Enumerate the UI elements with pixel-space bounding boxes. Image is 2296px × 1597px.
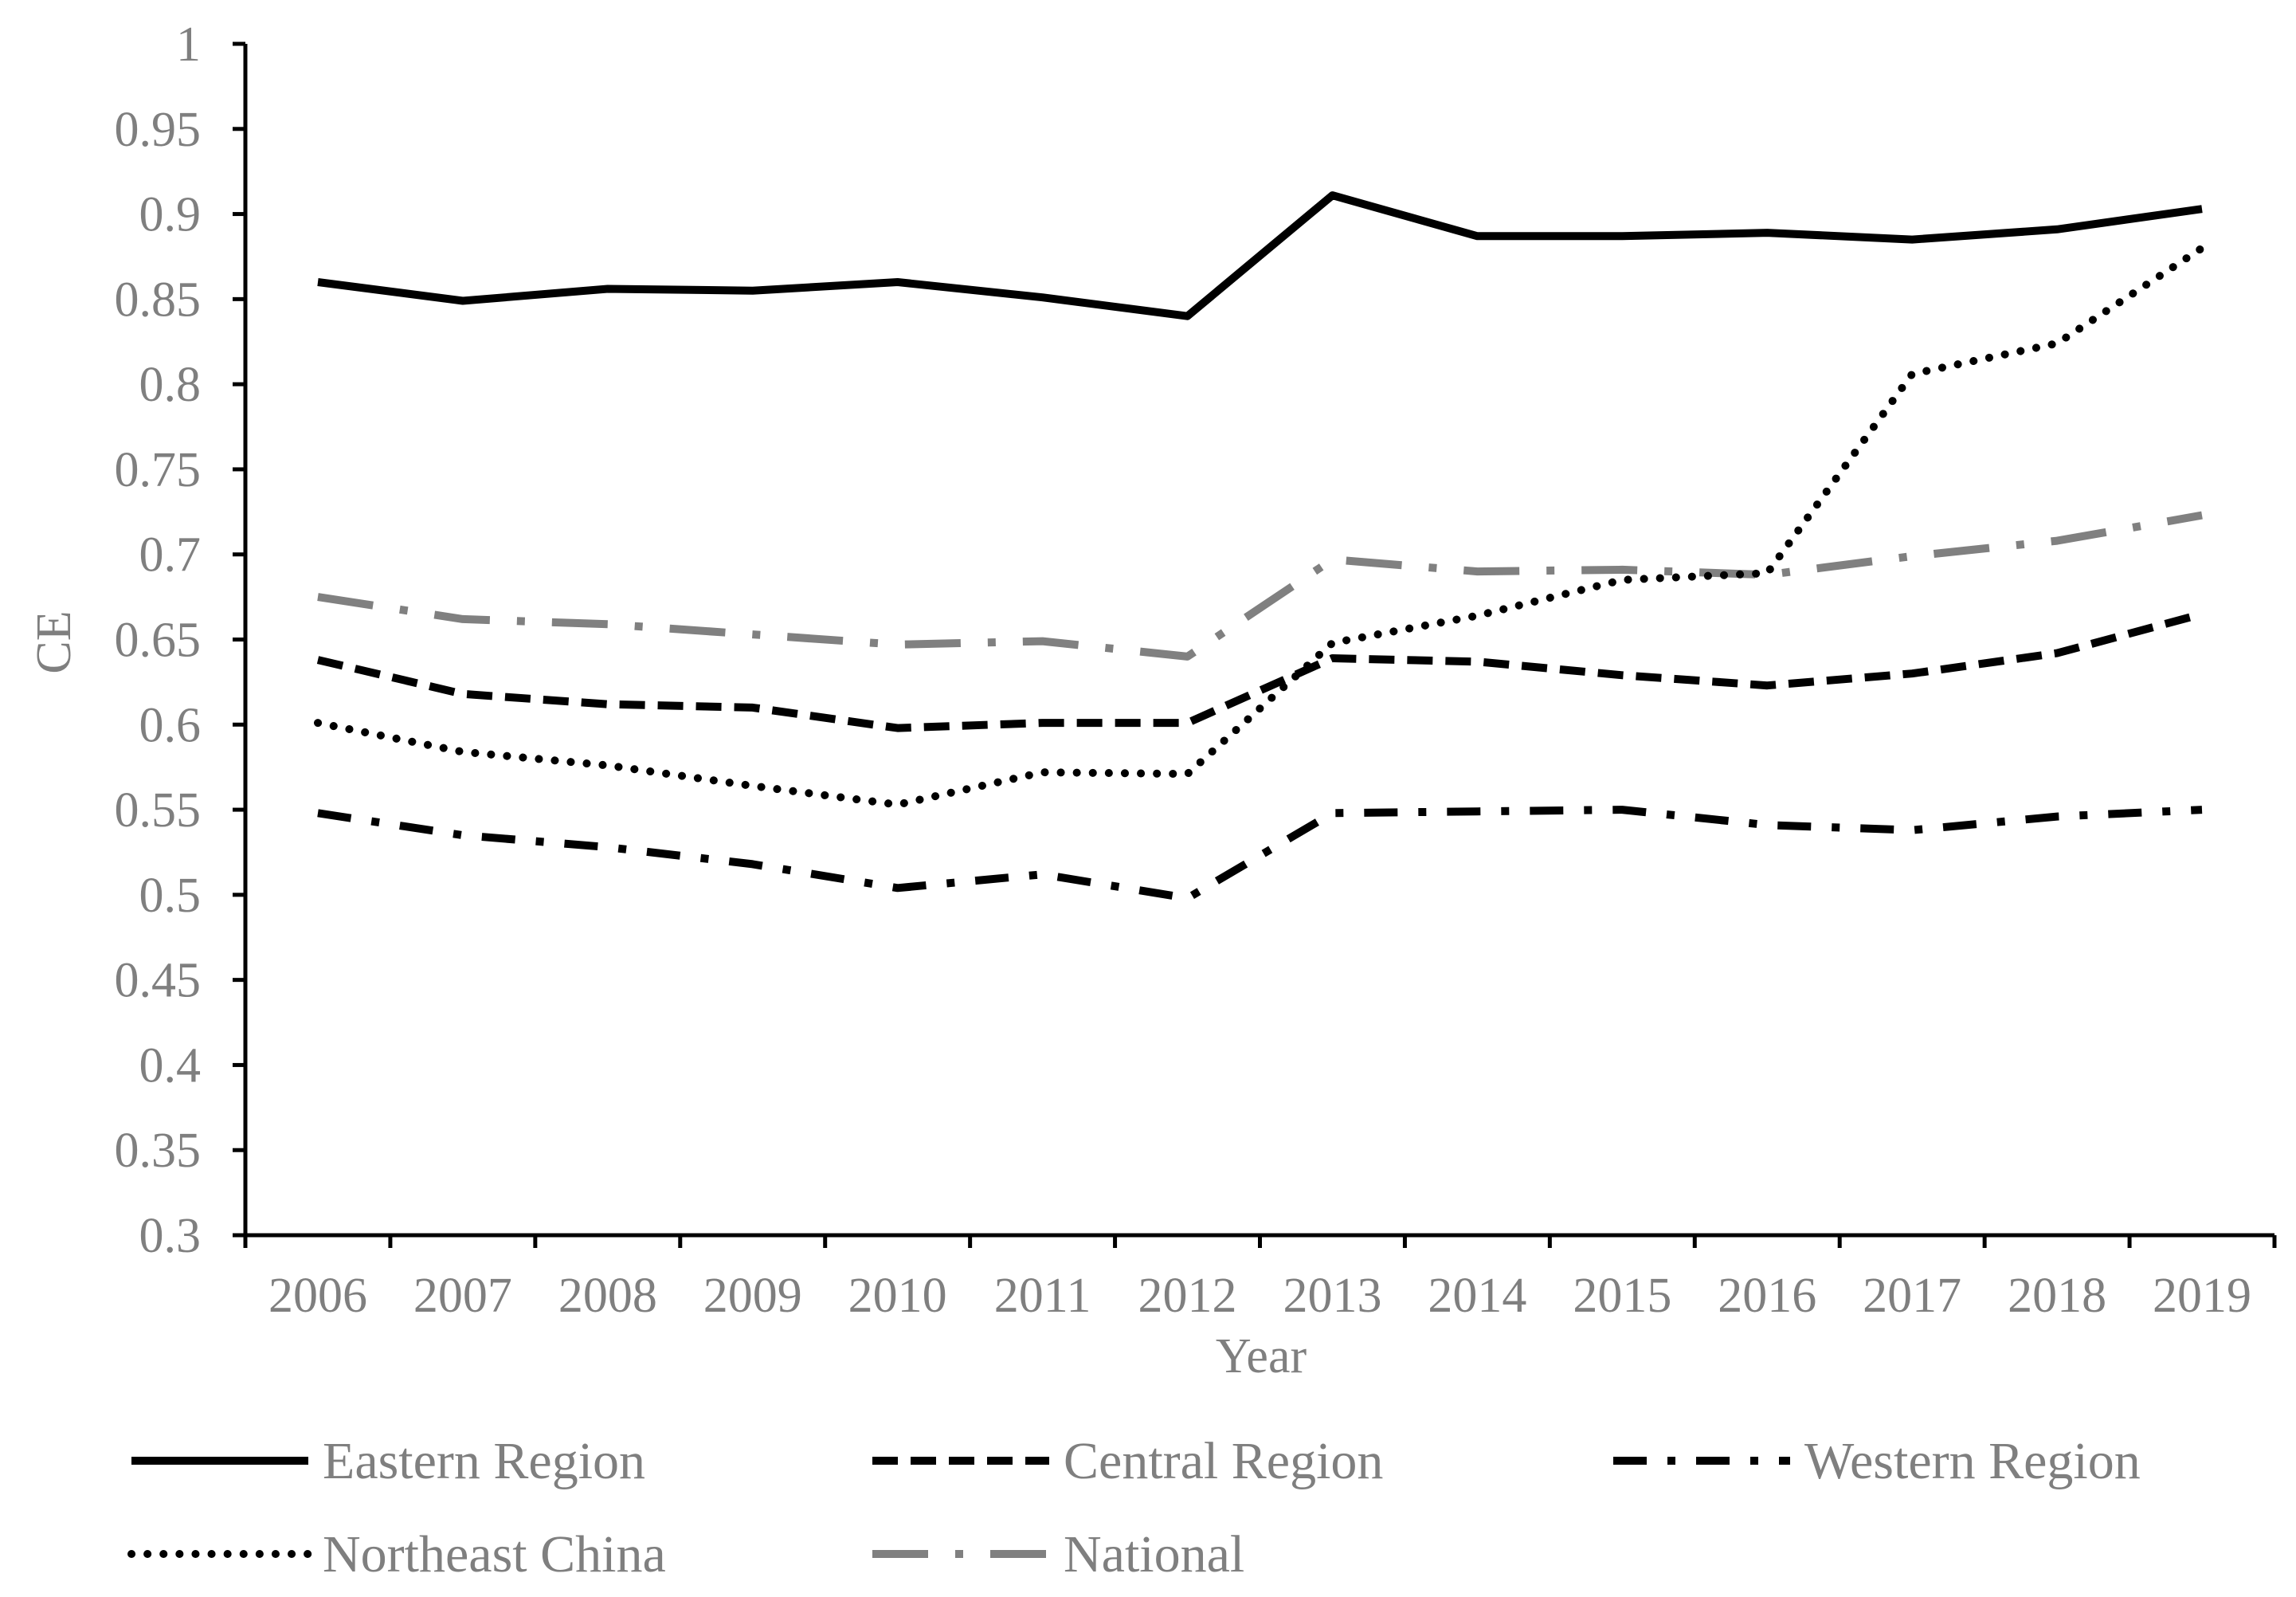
y-tick-label: 0.4 xyxy=(139,1038,202,1093)
y-tick-label: 0.95 xyxy=(115,103,202,157)
legend: Eastern Region Central Region Western Regi… xyxy=(127,1432,2141,1583)
y-tick-label: 0.9 xyxy=(139,188,202,242)
series-line-central-region xyxy=(316,610,2204,732)
x-tick-label: 2012 xyxy=(1138,1269,1237,1323)
y-tick-label: 0.7 xyxy=(139,528,202,583)
x-tick-label: 2009 xyxy=(703,1269,802,1323)
legend-label-eastern-region: Eastern Region xyxy=(323,1432,645,1490)
x-tick-label: 2018 xyxy=(2008,1269,2106,1323)
series-lines xyxy=(314,191,2206,903)
x-tick-label: 2015 xyxy=(1573,1269,1671,1323)
y-axis-ticks: 0.3 0.35 0.4 0.45 0.5 0.55 0.6 0.65 0.7 0.75 0.8 0.… xyxy=(115,18,245,1263)
y-axis-title: CE xyxy=(27,610,81,673)
x-tick-label: 2006 xyxy=(268,1269,367,1323)
series-line-northeast-china xyxy=(314,244,2206,809)
x-tick-label: 2008 xyxy=(558,1269,657,1323)
series-line-national xyxy=(317,511,2203,661)
x-tick-label: 2014 xyxy=(1428,1269,1526,1323)
y-tick-label: 0.85 xyxy=(115,273,202,327)
y-tick-label: 0.6 xyxy=(139,698,202,752)
x-axis-ticks: 2006 2007 2008 2009 2010 2011 2012 2013 2014 2015… xyxy=(243,1235,2277,1323)
legend-label-central-region: Central Region xyxy=(1064,1432,1383,1490)
y-tick-label: 0.5 xyxy=(139,869,202,923)
y-tick-label: 0.55 xyxy=(115,783,202,838)
axes xyxy=(243,44,2274,1238)
series-line-eastern-region xyxy=(317,191,2203,320)
y-tick-label: 0.75 xyxy=(115,443,202,497)
legend-label-national: National xyxy=(1064,1525,1244,1583)
x-tick-label: 2016 xyxy=(1718,1269,1816,1323)
legend-label-western-region: Western Region xyxy=(1804,1432,2141,1490)
x-tick-label: 2019 xyxy=(2153,1269,2251,1323)
x-tick-label: 2013 xyxy=(1283,1269,1381,1323)
y-tick-label: 0.45 xyxy=(115,954,202,1008)
y-tick-label: 1 xyxy=(176,18,201,72)
legend-label-northeast-china: Northeast China xyxy=(323,1525,666,1583)
x-tick-label: 2007 xyxy=(413,1269,512,1323)
y-tick-label: 0.3 xyxy=(139,1209,202,1263)
x-tick-label: 2011 xyxy=(994,1269,1091,1323)
x-axis-title: Year xyxy=(1216,1329,1307,1383)
series-line-western-region xyxy=(317,806,2203,903)
x-tick-label: 2017 xyxy=(1863,1269,1961,1323)
x-tick-label: 2010 xyxy=(848,1269,947,1323)
y-tick-label: 0.65 xyxy=(115,614,202,668)
y-tick-label: 0.8 xyxy=(139,358,202,412)
y-tick-label: 0.35 xyxy=(115,1124,202,1178)
